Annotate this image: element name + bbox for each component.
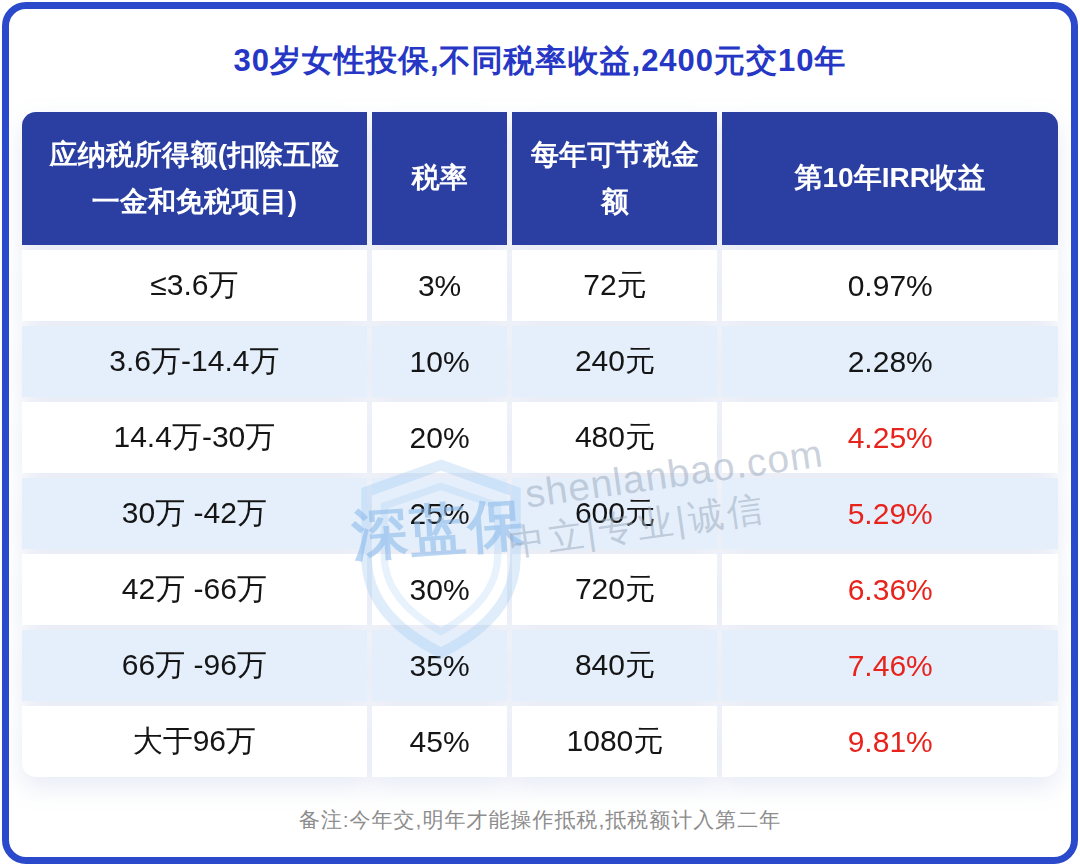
cell-saving: 720元	[512, 554, 717, 625]
cell-saving: 72元	[512, 250, 717, 321]
header-tax-rate: 税率	[372, 112, 508, 245]
cell-rate: 35%	[372, 630, 508, 701]
cell-rate: 45%	[372, 706, 508, 777]
table-header: 应纳税所得额(扣除五险一金和免税项目) 税率 每年可节税金额 第10年IRR收益	[22, 112, 1058, 245]
table-row: 66万 -96万 35% 840元 7.46%	[22, 630, 1058, 701]
header-taxable-income: 应纳税所得额(扣除五险一金和免税项目)	[22, 112, 367, 245]
footnote-text: 备注:今年交,明年才能操作抵税,抵税额计入第二年	[0, 806, 1080, 834]
cell-irr: 2.28%	[722, 326, 1058, 397]
cell-rate: 30%	[372, 554, 508, 625]
cell-irr: 6.36%	[722, 554, 1058, 625]
cell-saving: 1080元	[512, 706, 717, 777]
table-row: 30万 -42万 25% 600元 5.29%	[22, 478, 1058, 549]
cell-rate: 3%	[372, 250, 508, 321]
table-row: 14.4万-30万 20% 480元 4.25%	[22, 402, 1058, 473]
tax-benefit-table: 应纳税所得额(扣除五险一金和免税项目) 税率 每年可节税金额 第10年IRR收益…	[17, 107, 1063, 782]
table-body: ≤3.6万 3% 72元 0.97% 3.6万-14.4万 10% 240元 2…	[22, 250, 1058, 777]
cell-saving: 600元	[512, 478, 717, 549]
cell-irr: 0.97%	[722, 250, 1058, 321]
table-row: 大于96万 45% 1080元 9.81%	[22, 706, 1058, 777]
cell-income: 30万 -42万	[22, 478, 367, 549]
cell-rate: 20%	[372, 402, 508, 473]
cell-saving: 240元	[512, 326, 717, 397]
cell-irr: 9.81%	[722, 706, 1058, 777]
cell-income: 大于96万	[22, 706, 367, 777]
cell-saving: 480元	[512, 402, 717, 473]
cell-income: ≤3.6万	[22, 250, 367, 321]
cell-income: 42万 -66万	[22, 554, 367, 625]
table-row: 42万 -66万 30% 720元 6.36%	[22, 554, 1058, 625]
page-title: 30岁女性投保,不同税率收益,2400元交10年	[0, 40, 1080, 82]
cell-rate: 25%	[372, 478, 508, 549]
header-irr: 第10年IRR收益	[722, 112, 1058, 245]
cell-rate: 10%	[372, 326, 508, 397]
cell-income: 3.6万-14.4万	[22, 326, 367, 397]
cell-irr: 7.46%	[722, 630, 1058, 701]
cell-irr: 4.25%	[722, 402, 1058, 473]
table-row: ≤3.6万 3% 72元 0.97%	[22, 250, 1058, 321]
tax-benefit-table-wrap: 应纳税所得额(扣除五险一金和免税项目) 税率 每年可节税金额 第10年IRR收益…	[17, 107, 1063, 782]
cell-income: 66万 -96万	[22, 630, 367, 701]
cell-income: 14.4万-30万	[22, 402, 367, 473]
table-row: 3.6万-14.4万 10% 240元 2.28%	[22, 326, 1058, 397]
cell-irr: 5.29%	[722, 478, 1058, 549]
header-row: 应纳税所得额(扣除五险一金和免税项目) 税率 每年可节税金额 第10年IRR收益	[22, 112, 1058, 245]
cell-saving: 840元	[512, 630, 717, 701]
header-annual-saving: 每年可节税金额	[512, 112, 717, 245]
